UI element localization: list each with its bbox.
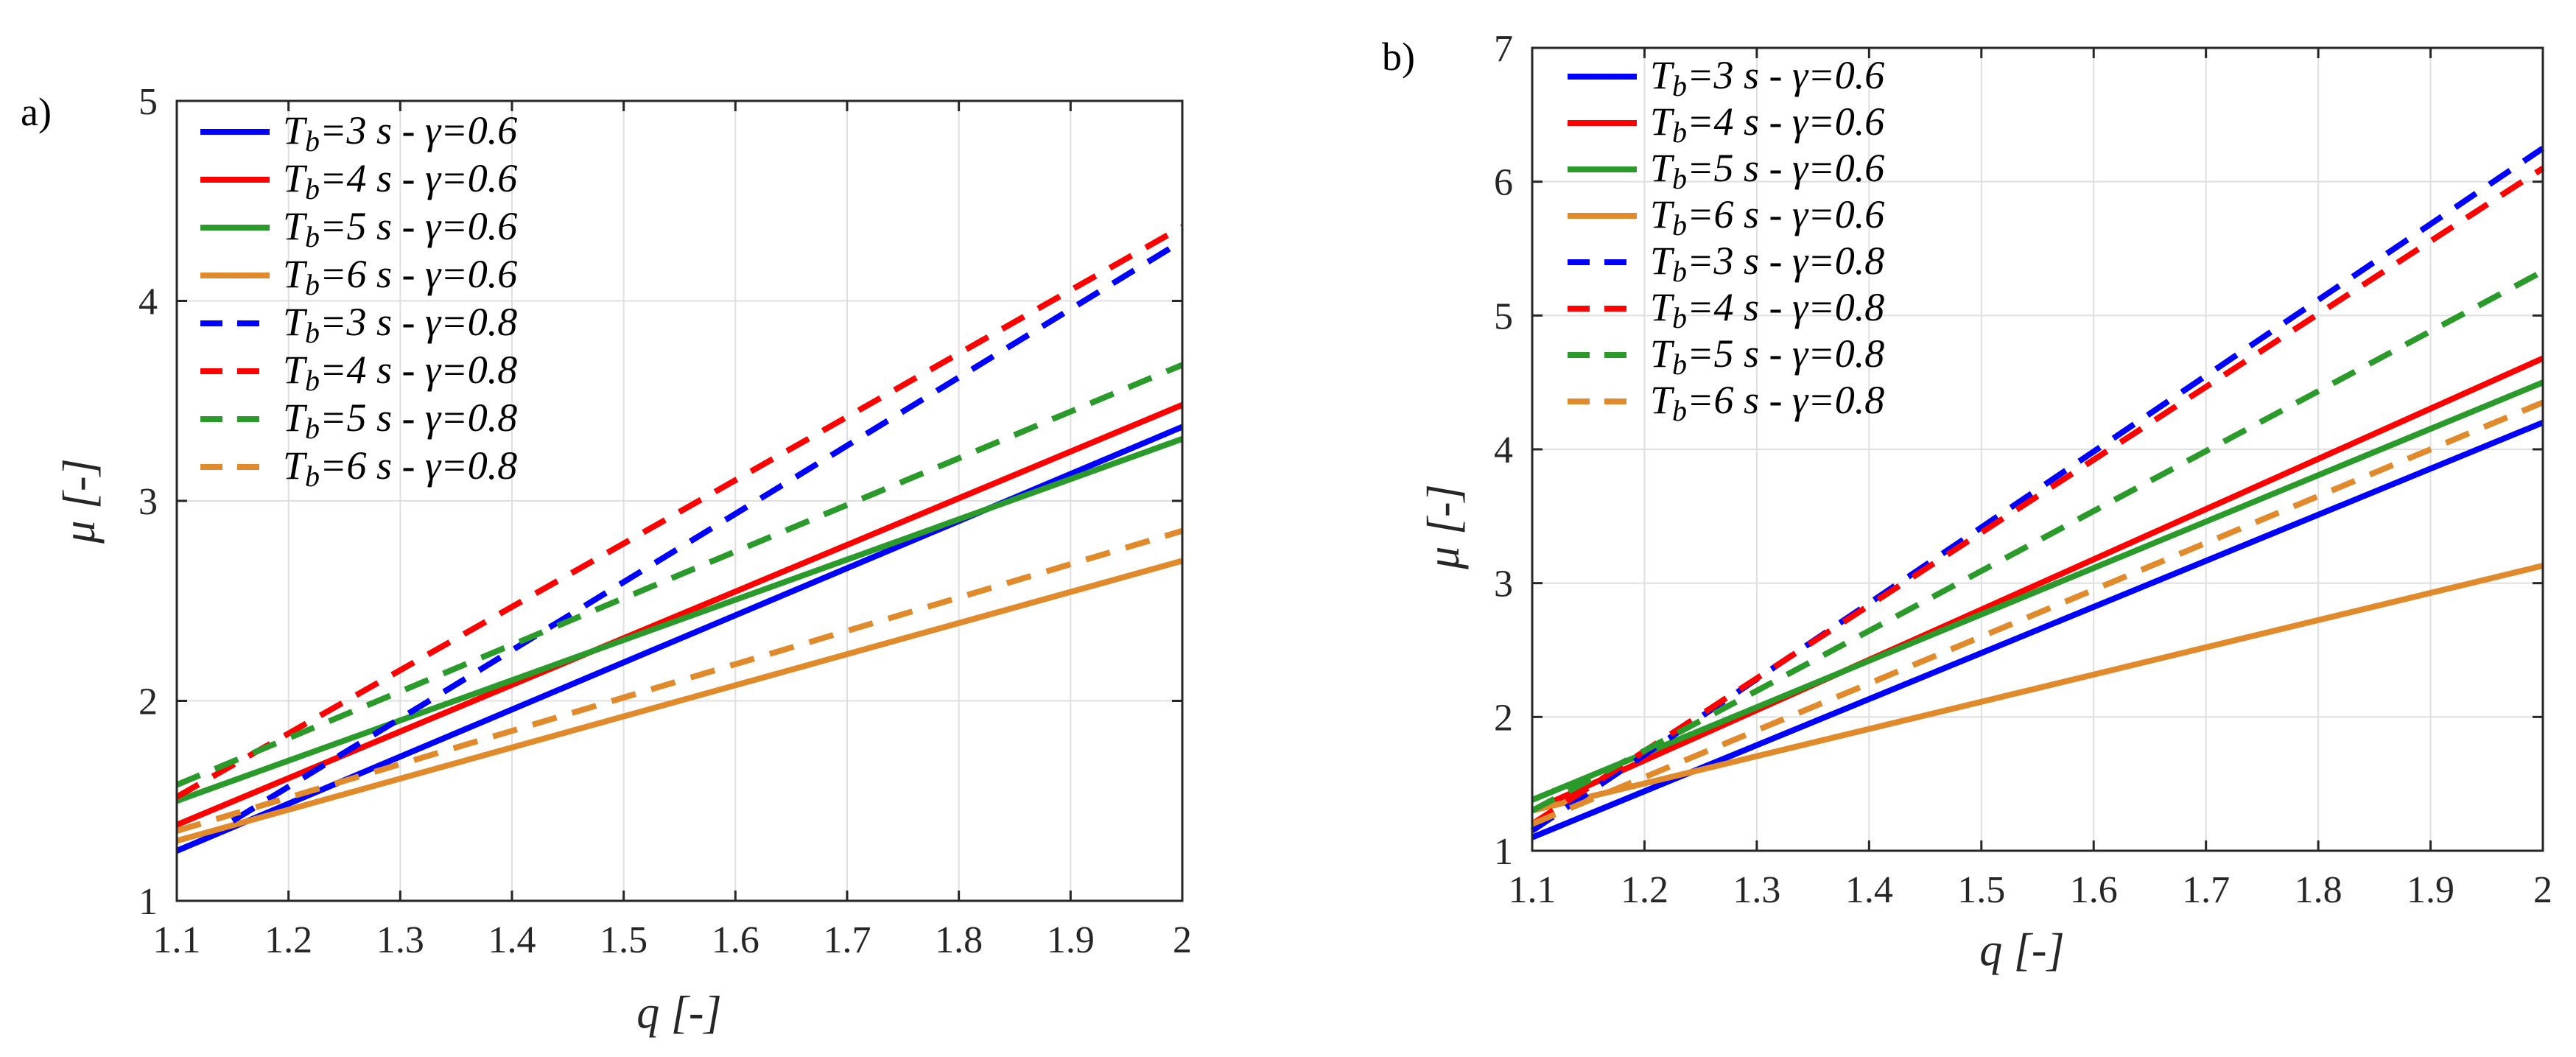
x-tick-label: 1.3	[376, 919, 424, 961]
x-tick-label: 1.5	[1957, 869, 2005, 911]
x-tick-label: 1.7	[2182, 869, 2230, 911]
x-tick-label: 1.3	[1733, 869, 1780, 911]
y-tick-label: 4	[1494, 429, 1513, 471]
legend-item: Tb=6 s - γ=0.6	[200, 252, 517, 301]
y-tick-label: 4	[138, 281, 158, 323]
legend-item: Tb=4 s - γ=0.6	[200, 156, 517, 206]
y-axis-label: μ [-]	[1419, 484, 1469, 570]
series-line-tb6-gamma08	[175, 527, 1184, 834]
x-tick-label: 1.4	[1845, 869, 1893, 911]
legend-item: Tb=4 s - γ=0.8	[1568, 285, 1884, 334]
ticks: 1.1 1.2 1.3 1.4 1.5 1.6 1.7 1.8 1.9 2 1 2 3 4 5 6 7	[1494, 28, 2552, 911]
ticks: 1.1 1.2 1.3 1.4 1.5 1.6 1.7 1.8 1.9 2 1 2 3 4 5	[138, 81, 1192, 961]
series-line-tb4-gamma08	[175, 224, 1184, 800]
legend-label: Tb=5 s - γ=0.6	[283, 204, 517, 253]
legend: Tb=3 s - γ=0.6Tb=4 s - γ=0.6Tb=5 s - γ=0…	[1568, 53, 1884, 427]
series-line-tb6-gamma06	[175, 558, 1184, 844]
x-tick-label: 1.2	[1621, 869, 1668, 911]
x-tick-label: 1.1	[1509, 869, 1557, 911]
y-tick-label: 5	[138, 81, 158, 123]
series-line-tb3-gamma08	[231, 238, 1185, 824]
series-line-tb6-gamma06	[1531, 563, 2544, 814]
series-line-tb5-gamma08	[1531, 268, 2544, 814]
legend-label: Tb=3 s - γ=0.8	[283, 300, 517, 349]
panel-b: 1.1 1.2 1.3 1.4 1.5 1.6 1.7 1.8 1.9 2 1 2 3 4 5 6 7 q [-]…	[1382, 28, 2552, 975]
legend-label: Tb=5 s - γ=0.8	[1650, 331, 1884, 381]
y-tick-label: 7	[1494, 28, 1513, 70]
x-tick-label: 1.8	[2295, 869, 2342, 911]
legend-item: Tb=5 s - γ=0.6	[1568, 146, 1884, 195]
series-line-tb5-gamma06	[1531, 379, 2544, 803]
panel-a: 1.1 1.2 1.3 1.4 1.5 1.6 1.7 1.8 1.9 2 1 2 3 4 5 q [-] μ …	[21, 81, 1192, 1038]
x-tick-label: 1.7	[824, 919, 871, 961]
legend-item: Tb=5 s - γ=0.8	[1568, 331, 1884, 381]
legend-item: Tb=6 s - γ=0.6	[1568, 192, 1884, 242]
x-tick-label: 1.8	[935, 919, 983, 961]
legend-item: Tb=4 s - γ=0.8	[200, 348, 517, 397]
x-tick-label: 1.6	[2070, 869, 2118, 911]
legend-item: Tb=4 s - γ=0.6	[1568, 99, 1884, 149]
legend-label: Tb=6 s - γ=0.8	[283, 443, 517, 493]
legend-label: Tb=6 s - γ=0.6	[283, 252, 517, 301]
y-tick-label: 6	[1494, 162, 1513, 204]
legend-label: Tb=4 s - γ=0.6	[1650, 99, 1884, 149]
x-tick-label: 1.9	[1047, 919, 1095, 961]
legend-label: Tb=4 s - γ=0.6	[283, 156, 517, 206]
y-tick-label: 3	[1494, 563, 1513, 605]
legend-label: Tb=3 s - γ=0.6	[1650, 53, 1884, 102]
legend: Tb=3 s - γ=0.6Tb=4 s - γ=0.6Tb=5 s - γ=0…	[200, 108, 517, 493]
y-tick-label: 5	[1494, 295, 1513, 337]
x-axis-label: q [-]	[636, 988, 721, 1038]
y-tick-label: 1	[138, 881, 158, 923]
series-line-tb5-gamma06	[175, 436, 1184, 804]
legend-item: Tb=6 s - γ=0.8	[200, 443, 517, 493]
x-tick-label: 1.1	[153, 919, 201, 961]
x-axis-label: q [-]	[1979, 925, 2064, 975]
y-tick-label: 3	[138, 481, 158, 523]
x-tick-label: 1.2	[264, 919, 312, 961]
y-axis-label: μ [-]	[55, 458, 105, 544]
legend-label: Tb=5 s - γ=0.6	[1650, 146, 1884, 195]
x-tick-label: 2	[2533, 869, 2552, 911]
legend-item: Tb=3 s - γ=0.8	[1568, 239, 1884, 288]
legend-label: Tb=5 s - γ=0.8	[283, 396, 517, 445]
legend-item: Tb=5 s - γ=0.6	[200, 204, 517, 253]
y-tick-label: 1	[1494, 831, 1513, 873]
x-tick-label: 1.4	[488, 919, 536, 961]
legend-label: Tb=4 s - γ=0.8	[1650, 285, 1884, 334]
panel-label: b)	[1382, 35, 1415, 79]
x-tick-label: 1.6	[712, 919, 759, 961]
series-line-tb5-gamma08	[175, 362, 1184, 788]
legend-label: Tb=3 s - γ=0.6	[283, 108, 517, 158]
x-tick-label: 1.5	[600, 919, 647, 961]
y-tick-label: 2	[138, 681, 158, 723]
x-tick-label: 2	[1173, 919, 1192, 961]
legend-item: Tb=3 s - γ=0.8	[200, 300, 517, 349]
series-line-tb4-gamma06	[1531, 355, 2544, 814]
legend-item: Tb=3 s - γ=0.6	[1568, 53, 1884, 102]
legend-item: Tb=6 s - γ=0.8	[1568, 378, 1884, 427]
x-tick-label: 1.9	[2407, 869, 2454, 911]
legend-item: Tb=3 s - γ=0.6	[200, 108, 517, 158]
series-line-tb4-gamma08	[1530, 166, 2545, 827]
panel-label: a)	[21, 90, 52, 134]
legend-label: Tb=4 s - γ=0.8	[283, 348, 517, 397]
series-group	[1530, 145, 2545, 840]
series-line-tb6-gamma08	[1531, 399, 2544, 827]
legend-label: Tb=3 s - γ=0.8	[1650, 239, 1884, 288]
legend-label: Tb=6 s - γ=0.6	[1650, 192, 1884, 242]
y-tick-label: 2	[1494, 697, 1513, 739]
series-group	[175, 224, 1185, 854]
legend-label: Tb=6 s - γ=0.8	[1650, 378, 1884, 427]
legend-item: Tb=5 s - γ=0.8	[200, 396, 517, 445]
